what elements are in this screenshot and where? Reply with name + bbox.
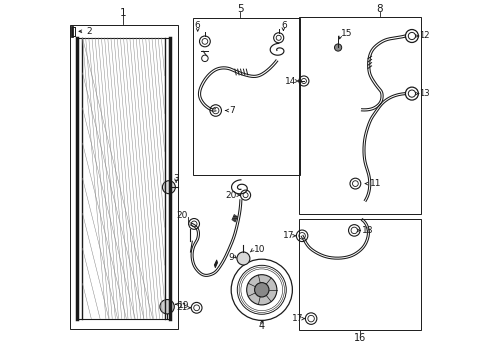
- Text: 19: 19: [178, 301, 189, 310]
- Bar: [193, 18, 299, 175]
- Bar: [298, 17, 420, 214]
- Bar: [298, 219, 420, 330]
- Text: 15: 15: [340, 29, 352, 37]
- Circle shape: [254, 283, 268, 297]
- Circle shape: [162, 181, 175, 194]
- Text: 1: 1: [120, 8, 126, 18]
- Text: 21: 21: [176, 303, 187, 312]
- Text: 7: 7: [229, 106, 235, 115]
- Text: 17: 17: [282, 231, 294, 240]
- Text: 3: 3: [173, 174, 179, 183]
- Text: 8: 8: [375, 4, 382, 14]
- Circle shape: [160, 300, 174, 314]
- Text: 6: 6: [194, 21, 200, 30]
- Circle shape: [334, 44, 341, 51]
- Text: 6: 6: [281, 21, 286, 30]
- Text: 17: 17: [291, 314, 303, 323]
- Text: 18: 18: [361, 226, 373, 235]
- Text: 20: 20: [225, 191, 237, 199]
- Text: 4: 4: [258, 321, 264, 331]
- Bar: [70, 25, 178, 329]
- Text: 13: 13: [419, 89, 429, 98]
- Text: 12: 12: [419, 31, 429, 40]
- Text: 5: 5: [236, 4, 243, 14]
- Text: 10: 10: [253, 245, 264, 253]
- Text: 2: 2: [86, 27, 92, 36]
- Text: 11: 11: [369, 179, 381, 188]
- Circle shape: [237, 252, 249, 265]
- Text: 16: 16: [353, 333, 365, 343]
- Text: 9: 9: [227, 253, 233, 262]
- Circle shape: [246, 275, 276, 305]
- Text: 20: 20: [176, 211, 187, 220]
- Text: 14: 14: [285, 77, 296, 85]
